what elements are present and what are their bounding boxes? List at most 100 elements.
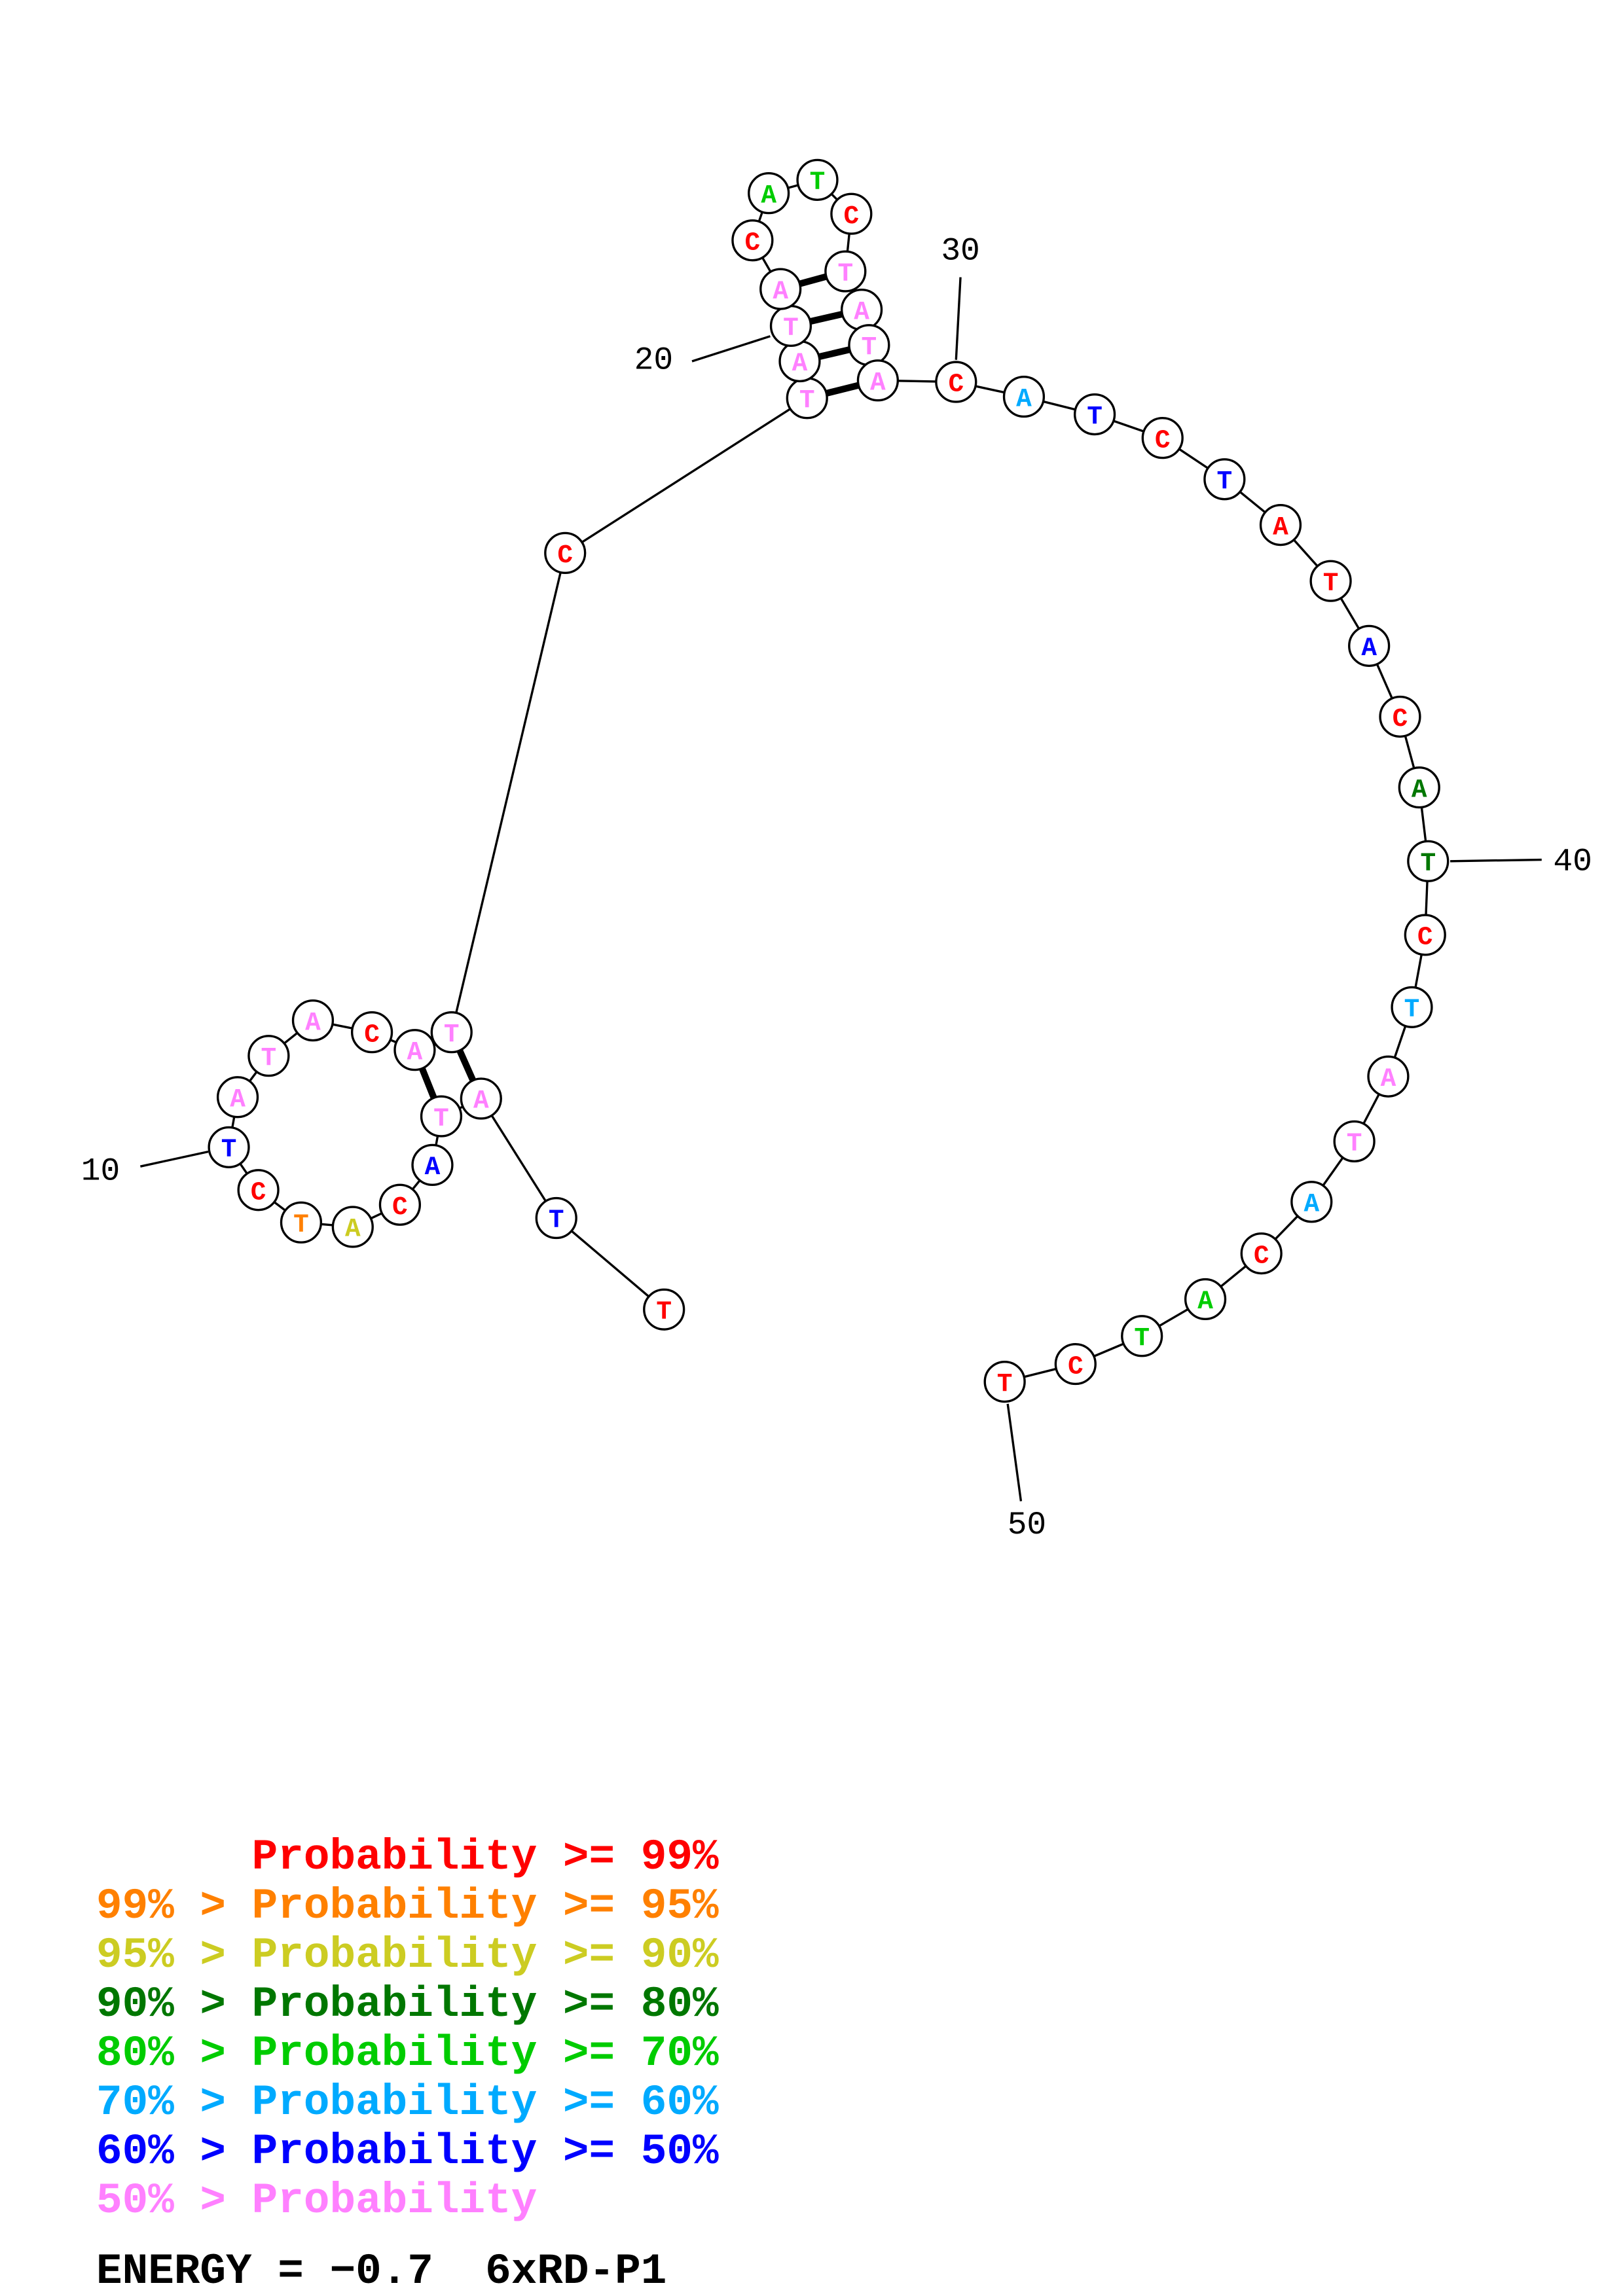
legend-line-5: 80% > Probability >= 70% <box>96 2029 719 2078</box>
nucleotide-circle-30 <box>935 361 977 403</box>
nucleotide-circle-17 <box>544 531 587 574</box>
nucleotide-circle-10 <box>208 1126 250 1168</box>
nucleotide-circle-14 <box>350 1011 393 1054</box>
nucleotide-base-35: A <box>1273 512 1288 542</box>
nucleotide-base-36: T <box>1323 569 1339 598</box>
nucleotide-circle-42 <box>1391 986 1433 1028</box>
nucleotide-base-49: C <box>1068 1352 1084 1381</box>
nucleotide-base-27: A <box>854 297 869 327</box>
legend-line-6: 70% > Probability >= 60% <box>96 2078 719 2127</box>
position-label-30: 30 <box>941 233 979 270</box>
nucleotide-circle-43 <box>1367 1055 1410 1098</box>
nucleotide-base-24: T <box>810 168 826 197</box>
nucleotide-circle-2 <box>535 1196 577 1240</box>
nucleotide-circle-31 <box>1002 375 1046 418</box>
nucleotide-base-47: A <box>1197 1287 1213 1316</box>
nucleotide-circle-36 <box>1309 560 1352 602</box>
nucleotide-circle-46 <box>1240 1232 1283 1275</box>
nucleotide-base-42: T <box>1404 995 1420 1024</box>
nucleotide-base-22: C <box>745 228 761 257</box>
nucleotide-base-38: C <box>1393 704 1408 734</box>
nucleotide-circle-9 <box>237 1169 280 1211</box>
nucleotide-circle-13 <box>291 999 335 1042</box>
nucleotide-circle-40 <box>1407 840 1450 882</box>
position-leader-line <box>140 1150 209 1168</box>
nucleotide-base-46: C <box>1254 1241 1269 1270</box>
nucleotide-base-6: C <box>392 1193 408 1222</box>
nucleotide-base-16: T <box>444 1020 460 1049</box>
legend-line-8: 50% > Probability <box>96 2176 538 2225</box>
nucleotide-base-19: A <box>792 349 808 378</box>
nucleotide-circle-49 <box>1054 1342 1097 1386</box>
nucleotide-circle-39 <box>1398 766 1440 809</box>
nucleotide-base-10: T <box>221 1135 237 1164</box>
nucleotide-circle-1 <box>643 1288 685 1331</box>
nucleotide-base-1: T <box>656 1297 672 1327</box>
position-label-50: 50 <box>1008 1507 1046 1543</box>
nucleotide-base-15: A <box>407 1037 423 1067</box>
nucleotide-base-21: A <box>773 277 788 306</box>
nucleotide-base-34: T <box>1217 467 1233 496</box>
nucleotide-circle-29 <box>856 359 899 402</box>
nucleotide-circle-24 <box>796 158 839 201</box>
nucleotide-base-30: C <box>948 370 964 399</box>
nucleotide-circle-11 <box>216 1076 259 1119</box>
nucleotide-base-43: A <box>1381 1064 1396 1094</box>
nucleotide-base-32: T <box>1087 402 1103 431</box>
nucleotide-circle-16 <box>430 1011 473 1054</box>
legend-line-3: 95% > Probability >= 90% <box>96 1931 719 1980</box>
nucleotide-base-48: T <box>1134 1323 1150 1353</box>
probability-legend: Probability >= 99% 99% > Probability >= 9… <box>96 1833 719 2225</box>
nucleotide-circle-7 <box>331 1206 374 1248</box>
nucleotide-circle-34 <box>1203 458 1246 501</box>
backbone-line <box>555 1217 665 1310</box>
nucleotide-base-33: C <box>1155 425 1171 455</box>
nucleotide-base-28: T <box>862 332 877 362</box>
nucleotide-circle-23 <box>748 172 790 215</box>
nucleotide-circle-33 <box>1141 417 1184 459</box>
nucleotide-circle-21 <box>759 268 802 310</box>
nucleotide-base-37: A <box>1361 634 1377 663</box>
legend-line-4: 90% > Probability >= 80% <box>96 1980 719 2029</box>
nucleotide-circle-22 <box>731 219 774 262</box>
nucleotide-circle-47 <box>1184 1278 1227 1321</box>
legend-line-2: 99% > Probability >= 95% <box>96 1882 719 1931</box>
position-leader-line <box>691 335 771 363</box>
nucleotide-base-12: T <box>261 1043 277 1073</box>
nucleotide-base-26: T <box>837 259 853 289</box>
position-leader-line <box>1006 1403 1023 1501</box>
nucleotide-base-13: A <box>305 1008 321 1037</box>
nucleotide-circle-3 <box>460 1077 502 1120</box>
nucleotide-circle-12 <box>247 1035 290 1077</box>
nucleotide-base-5: A <box>425 1153 441 1182</box>
nucleotide-base-50: T <box>997 1369 1013 1399</box>
position-leader-line <box>955 277 962 360</box>
nucleotide-circle-38 <box>1379 695 1421 738</box>
nucleotide-base-14: C <box>364 1020 380 1049</box>
legend-line-1: Probability >= 99% <box>96 1833 719 1882</box>
backbone-line <box>450 552 566 1033</box>
nucleotide-circle-15 <box>393 1029 436 1071</box>
nucleotide-base-2: T <box>549 1206 564 1235</box>
nucleotide-base-39: A <box>1412 775 1427 804</box>
nucleotide-base-17: C <box>557 541 573 570</box>
nucleotide-circle-41 <box>1404 914 1446 956</box>
position-label-10: 10 <box>81 1153 120 1189</box>
nucleotide-base-8: T <box>293 1210 309 1240</box>
position-leader-line <box>1450 858 1542 863</box>
nucleotide-base-11: A <box>230 1085 246 1114</box>
nucleotide-base-9: C <box>251 1177 266 1207</box>
nucleotide-circle-4 <box>420 1095 463 1138</box>
nucleotide-base-41: C <box>1417 923 1433 952</box>
energy-label: ENERGY = −0.7 6xRD-P1 <box>96 2247 667 2296</box>
nucleotide-circle-8 <box>280 1201 323 1244</box>
legend-line-7: 60% > Probability >= 50% <box>96 2127 719 2176</box>
nucleotide-circle-25 <box>830 192 873 235</box>
nucleotide-circle-26 <box>824 250 867 293</box>
nucleotide-base-40: T <box>1420 849 1436 878</box>
nucleotide-base-31: A <box>1016 384 1032 414</box>
nucleotide-base-18: T <box>799 386 815 416</box>
nucleotide-circle-48 <box>1121 1315 1163 1357</box>
